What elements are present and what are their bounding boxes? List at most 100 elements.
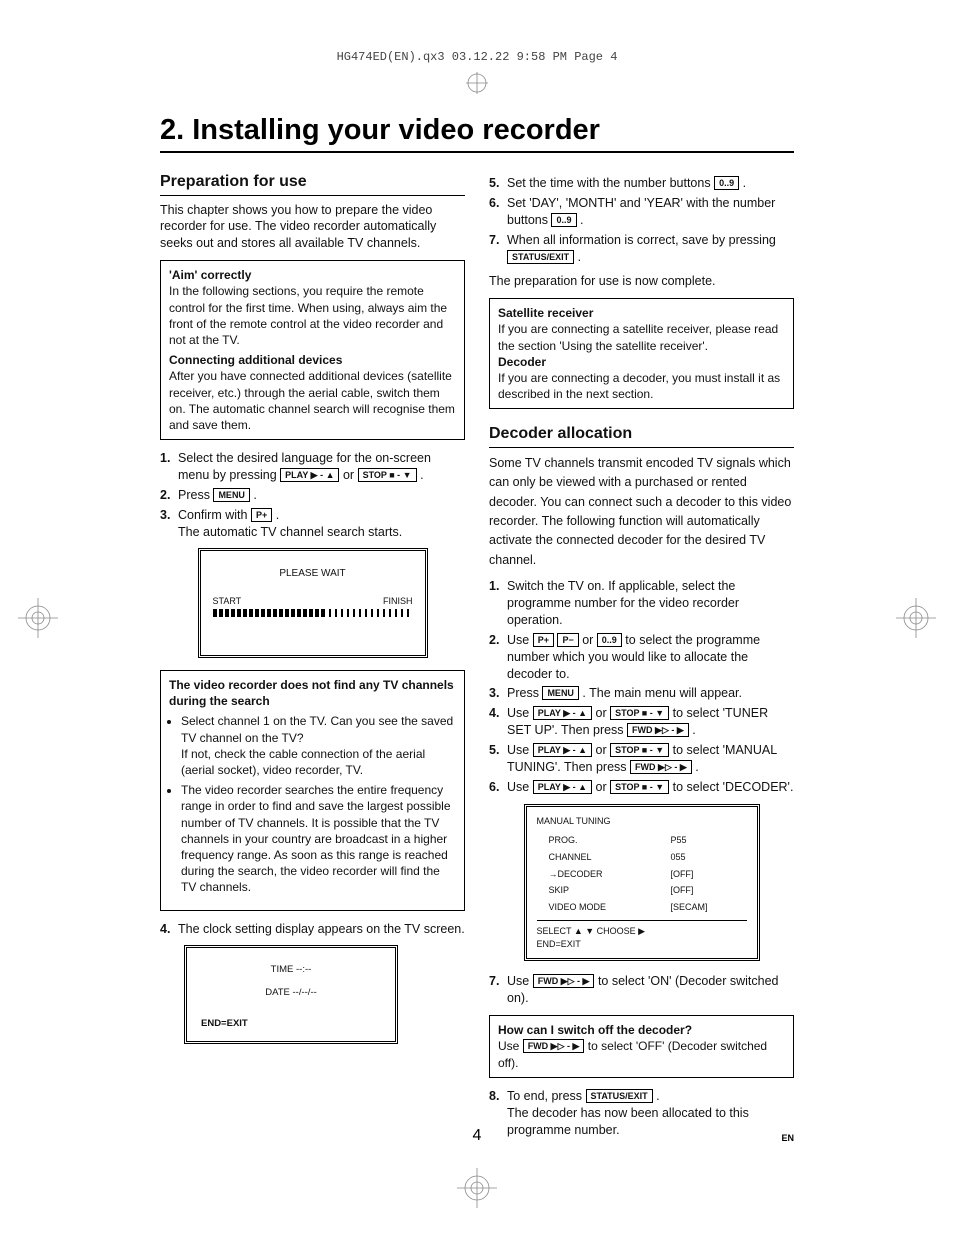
text: . [578,250,581,264]
tip-devices-title: Connecting additional devices [169,352,456,368]
decoder-steps: 1. Switch the TV on. If applicable, sele… [489,578,794,796]
dec-title: Decoder [498,354,785,370]
cell: CHANNEL [539,850,659,865]
left-column: Preparation for use This chapter shows y… [160,171,465,1146]
step-num: 3. [160,507,178,541]
screen-start: START [213,595,242,607]
tv-screen-clock: TIME --:-- DATE --/--/-- END=EXIT [184,945,398,1043]
text: Press [507,686,542,700]
text: Use [507,743,533,757]
key-play: PLAY ▶ - ▲ [280,468,339,482]
section-preparation: Preparation for use [160,171,465,196]
text: . [695,760,698,774]
text: or [596,780,611,794]
key-menu: MENU [542,686,579,700]
crop-mark-top [466,72,488,94]
page-footer: 4 EN [0,1127,954,1145]
text: Set 'DAY', 'MONTH' and 'YEAR' with the n… [507,196,775,227]
text: Use [507,633,533,647]
decoder-steps-2: 7. Use FWD ▶▷ - ▶ to select 'ON' (Decode… [489,973,794,1007]
prep-intro: This chapter shows you how to prepare th… [160,202,465,253]
step-num: 6. [489,779,507,796]
text: . [253,488,256,502]
cell: 055 [660,850,744,865]
text: . [743,176,746,190]
key-menu: MENU [213,488,250,502]
tv-screen-wait: PLEASE WAIT START FINISH [198,548,428,658]
step-body: Use FWD ▶▷ - ▶ to select 'ON' (Decoder s… [507,973,794,1007]
step-num: 1. [489,578,507,629]
sat-title: Satellite receiver [498,305,785,321]
manual-page: HG474ED(EN).qx3 03.12.22 9:58 PM Page 4 … [0,0,954,1235]
text: . [580,213,583,227]
step-body: When all information is correct, save by… [507,232,794,266]
screen-time: TIME --:-- [201,964,381,977]
key-num: 0..9 [714,176,739,190]
text: Use [498,1039,523,1053]
step-num: 4. [160,921,178,938]
text: Use [507,974,533,988]
screen-finish: FINISH [383,595,413,607]
screen3-footer: SELECT ▲ ▼ CHOOSE ▶ END=EXIT [537,920,747,950]
crop-mark-bottom [457,1168,497,1213]
text: or [596,706,611,720]
cell: →DECODER [539,867,659,882]
switch-off-title: How can I switch off the decoder? [498,1022,785,1038]
key-fwd: FWD ▶▷ - ▶ [533,974,595,988]
step-num: 4. [489,705,507,739]
switch-off-box: How can I switch off the decoder? Use FW… [489,1015,794,1078]
step-body: The clock setting display appears on the… [178,921,465,938]
cell: PROG. [539,833,659,848]
troubleshoot-item: Select channel 1 on the TV. Can you see … [181,713,456,778]
step-body: Use PLAY ▶ - ▲ or STOP ■ - ▼ to select '… [507,779,794,796]
text: or [596,743,611,757]
progress-bar [213,607,413,617]
satellite-decoder-box: Satellite receiver If you are connecting… [489,298,794,409]
page-title: 2. Installing your video recorder [160,114,794,153]
screen-date: DATE --/--/-- [201,987,381,1000]
step-num: 7. [489,232,507,266]
key-fwd: FWD ▶▷ - ▶ [630,760,692,774]
step-body: Press MENU . [178,487,465,504]
page-number: 4 [473,1127,482,1144]
key-stop: STOP ■ - ▼ [610,743,669,757]
text: or [343,468,358,482]
step-body: Switch the TV on. If applicable, select … [507,578,794,629]
step-num: 2. [489,632,507,683]
key-play: PLAY ▶ - ▲ [533,780,592,794]
crop-mark-right [896,598,936,638]
right-column: 5. Set the time with the number buttons … [489,171,794,1146]
cell: VIDEO MODE [539,900,659,915]
cell: [OFF] [660,883,744,898]
step-body: Use PLAY ▶ - ▲ or STOP ■ - ▼ to select '… [507,742,794,776]
key-num: 0..9 [551,213,576,227]
prep-steps-2: 4. The clock setting display appears on … [160,921,465,938]
text: Set the time with the number buttons [507,176,714,190]
key-pminus: P− [557,633,578,647]
step-body: Use PLAY ▶ - ▲ or STOP ■ - ▼ to select '… [507,705,794,739]
key-num: 0..9 [597,633,622,647]
print-header: HG474ED(EN).qx3 03.12.22 9:58 PM Page 4 [60,50,894,64]
key-fwd: FWD ▶▷ - ▶ [627,723,689,737]
prep-steps-3: 5. Set the time with the number buttons … [489,175,794,265]
cell: SKIP [539,883,659,898]
text: The automatic TV channel search starts. [178,525,402,539]
text: . [692,723,695,737]
lang-code: EN [781,1133,794,1143]
key-play: PLAY ▶ - ▲ [533,743,592,757]
text: or [582,633,597,647]
tip-aim-body: In the following sections, you require t… [169,283,456,348]
screen3-title: MANUAL TUNING [537,815,747,828]
cell: P55 [660,833,744,848]
text: . [276,508,279,522]
step-num: 7. [489,973,507,1007]
text: to select 'DECODER'. [673,780,794,794]
crop-mark-left [18,598,58,638]
screen-title: PLEASE WAIT [213,567,413,581]
switch-off-body: Use FWD ▶▷ - ▶ to select 'OFF' (Decoder … [498,1038,785,1070]
tip-devices-body: After you have connected additional devi… [169,368,456,433]
text: . The main menu will appear. [582,686,742,700]
text: Confirm with [178,508,251,522]
troubleshoot-title: The video recorder does not find any TV … [169,677,456,709]
screen-end: END=EXIT [201,1018,381,1031]
